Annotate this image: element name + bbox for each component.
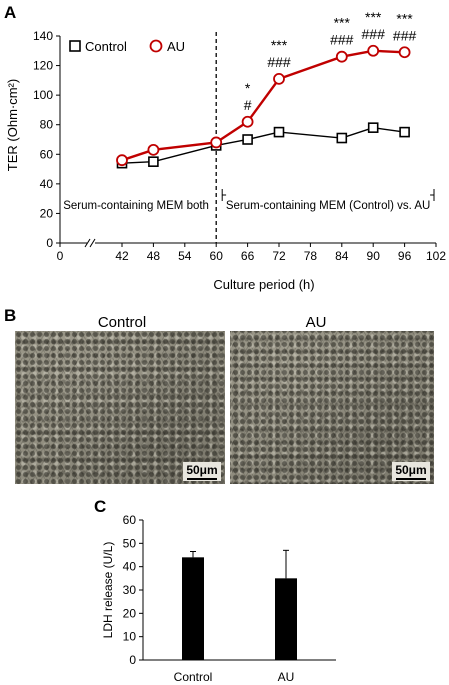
ldh-y-tick-label: 10 — [123, 630, 137, 644]
y-tick-label: 60 — [40, 147, 54, 161]
legend-marker-au — [149, 39, 163, 53]
micrograph-control-image — [15, 331, 225, 484]
significance-marker: *** — [334, 15, 351, 31]
data-point-control — [148, 156, 159, 167]
significance-marker: *** — [396, 10, 413, 26]
micrograph-control: 50μm — [15, 331, 225, 484]
data-point-control — [273, 126, 285, 138]
y-tick-label: 100 — [33, 88, 53, 102]
x-tick-label: 48 — [147, 249, 161, 263]
data-point-control — [242, 134, 253, 145]
significance-marker: ### — [393, 27, 417, 43]
phase-label-bg — [61, 188, 212, 212]
significance-marker: ### — [362, 26, 386, 42]
panel-label-c: C — [94, 497, 106, 516]
scale-bar-au — [396, 478, 426, 480]
x-tick-label: 84 — [335, 249, 349, 263]
axis-break-mark — [84, 238, 91, 248]
ldh-y-tick-label: 20 — [123, 606, 137, 620]
scale-bar-au-label: 50μm — [395, 463, 427, 477]
data-point-au — [398, 46, 411, 59]
scale-bar-au-bg — [392, 462, 430, 481]
significance-marker: ### — [267, 54, 291, 70]
data-point-control — [367, 122, 379, 133]
axis-break-mark — [89, 238, 96, 248]
x-axis-label: Culture period (h) — [213, 277, 314, 292]
data-point-au — [273, 72, 285, 85]
legend-marker-control — [69, 40, 81, 52]
ldh-y-tick-label: 60 — [123, 513, 137, 527]
y-axis-label: TER (Ohm·cm²) — [5, 79, 20, 171]
ldh-y-tick-label: 30 — [123, 583, 137, 597]
significance-marker: ### — [330, 32, 354, 48]
scale-bar-control-bg — [183, 462, 221, 481]
ldh-category-label: Control — [174, 670, 213, 684]
scale-bar-control-label: 50μm — [186, 463, 218, 477]
micrograph-au-image — [230, 331, 434, 484]
panel-label-a: A — [4, 3, 16, 22]
data-point-au — [335, 50, 348, 63]
significance-marker: *** — [271, 37, 288, 53]
chart-ter: TER (Ohm·cm²) Culture period (h) 0 20 40 60… — [5, 9, 446, 292]
x-tick-label: 78 — [304, 249, 318, 263]
ldh-y-tick-label: 0 — [129, 653, 136, 667]
x-tick-label: 60 — [210, 249, 224, 263]
data-point-au — [367, 44, 380, 57]
phase-label: Serum-containing MEM (Control) vs. AU — [226, 200, 431, 212]
data-point-au — [210, 136, 223, 149]
data-point-au — [241, 115, 254, 128]
ldh-bar-au — [275, 578, 297, 660]
scale-bar-control — [187, 478, 217, 480]
x-tick-label: 42 — [115, 249, 129, 263]
legend-label-control: Control — [85, 39, 127, 54]
x-tick-label: 102 — [426, 249, 446, 263]
ldh-y-axis-label: LDH release (U/L) — [101, 542, 115, 639]
data-point-au — [147, 143, 160, 156]
micrograph-au: 50μm — [230, 331, 434, 484]
ldh-y-tick-label: 40 — [123, 560, 137, 574]
y-tick-label: 0 — [46, 236, 53, 250]
micrograph-label-control: Control — [98, 314, 146, 331]
data-point-au — [116, 154, 128, 167]
x-tick-label: 66 — [241, 249, 255, 263]
ldh-category-label: AU — [278, 670, 295, 684]
phase-label-bg — [226, 188, 431, 212]
micrograph-label-au: AU — [306, 314, 327, 331]
series-line-control — [121, 126, 405, 164]
axis-break-gap — [87, 238, 95, 248]
y-tick-label: 80 — [40, 118, 54, 132]
x-tick-label: 72 — [272, 249, 286, 263]
significance-marker: # — [244, 97, 252, 113]
y-tick-label: 120 — [33, 59, 53, 73]
x-tick-label: 96 — [398, 249, 412, 263]
ldh-bar-control — [182, 557, 204, 660]
legend-label-au: AU — [167, 39, 185, 54]
chart-ldh: LDH release (U/L) 0 10 20 30 40 50 60 Control A… — [101, 513, 336, 684]
ldh-y-tick-label: 50 — [123, 536, 137, 550]
y-tick-label: 40 — [40, 177, 54, 191]
y-tick-label: 20 — [40, 206, 54, 220]
x-tick-label: 54 — [178, 249, 192, 263]
x-tick-label: 0 — [57, 249, 64, 263]
significance-marker: *** — [365, 9, 382, 25]
y-tick-label: 140 — [33, 29, 53, 43]
significance-marker: * — [245, 80, 251, 96]
phase-label: Serum-containing MEM both — [63, 200, 209, 212]
x-tick-label: 90 — [367, 249, 381, 263]
data-point-control — [336, 132, 348, 144]
panel-label-b: B — [4, 306, 16, 325]
data-point-control — [399, 126, 410, 138]
series-line-au — [121, 49, 405, 162]
